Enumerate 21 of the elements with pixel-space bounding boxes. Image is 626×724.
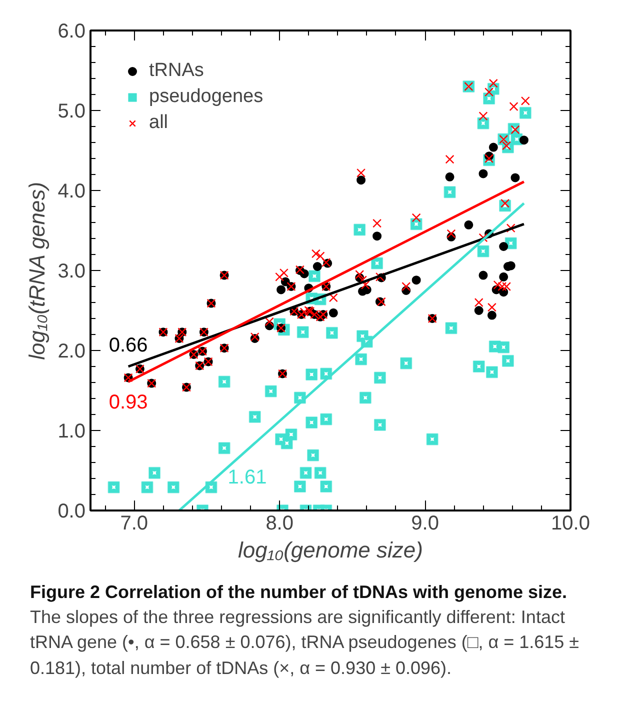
y-tick-label: 6.0 [58,20,86,42]
y-tick-label: 5.0 [58,100,86,122]
x-tick-label: 9.0 [411,512,439,534]
annotation: 0.66 [108,334,148,356]
annotation: 1.61 [228,466,267,488]
x-axis-title: log₁₀(genome size) [238,538,423,562]
y-tick-label: 0.0 [58,500,86,522]
y-tick-label: 2.0 [58,340,86,362]
legend-label: all [149,112,169,134]
x-tick-label: 7.0 [120,512,148,534]
x-tick-label: 10.0 [551,512,590,534]
annotation: 0.93 [108,392,148,414]
text: The slopes of the three regressions are significantly different: Intact tRNA gene (•, α = 0.658 ± 0.076), tRNA pseudogenes (□, α = 1.615 ± 0.181), total number of tDNAs (×, α = 0.930 ± 0.096). [30,607,580,678]
y-axis-title: log₁₀(tRNA genes) [24,182,50,360]
y-tick-label: 4.0 [58,180,86,202]
legend-label: tRNAs [149,60,204,82]
legend-label: pseudogenes [149,86,264,108]
y-tick-label: 3.0 [58,260,86,282]
text: Figure 2 Correlation of the number of tDNAs with genome size. [30,582,568,602]
y-tick-label: 1.0 [58,420,86,442]
x-tick-label: 8.0 [266,512,294,534]
